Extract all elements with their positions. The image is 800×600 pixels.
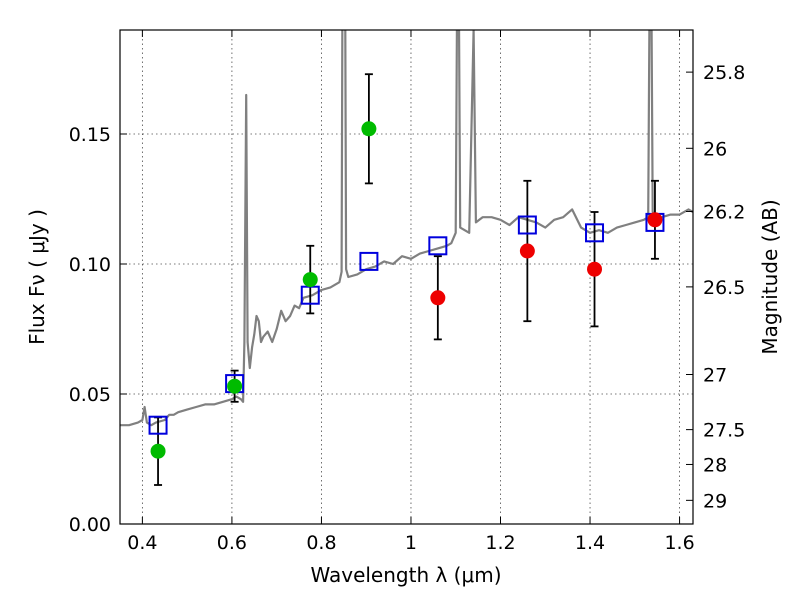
x-tick-label: 1.6: [664, 532, 694, 554]
observed-point-red: [519, 243, 535, 259]
model-photometry-square: [148, 415, 168, 435]
observed-point-red: [647, 212, 663, 228]
model-photometry-square: [428, 236, 448, 256]
axis-ticks: 0.4 0.6 0.8 1 1.2 1.4 1.6 0.00 0.05 0.10 0.15 25.8 2…: [69, 30, 745, 554]
mag-tick-label: 28: [703, 454, 727, 476]
observed-point-green: [361, 121, 377, 137]
model-spectrum-line: [120, 30, 693, 427]
y-tick-label: 0.15: [69, 124, 111, 146]
model-photometry-square: [517, 215, 537, 235]
plot-data: [120, 30, 693, 486]
x-tick-label: 1.4: [575, 532, 605, 554]
model-photometry-square: [585, 223, 605, 243]
y-tick-label: 0.00: [69, 514, 111, 536]
observed-point-red: [430, 290, 446, 306]
observed-point-green: [150, 443, 166, 459]
mag-tick-label: 27.5: [703, 420, 745, 442]
mag-tick-label: 26.5: [703, 277, 745, 299]
x-tick-label: 1.2: [485, 532, 515, 554]
mag-tick-label: 26.2: [703, 201, 745, 223]
x-tick-label: 1: [405, 532, 417, 554]
model-photometry-square: [359, 251, 379, 271]
x-tick-label: 0.4: [127, 532, 157, 554]
plot-frame: [119, 29, 694, 525]
observed-point-green: [227, 378, 243, 394]
x-tick-label: 0.6: [217, 532, 247, 554]
y2-axis-title: Magnitude (AB): [758, 199, 782, 354]
x-tick-label: 0.8: [306, 532, 336, 554]
observed-point-red: [587, 261, 603, 277]
mag-tick-label: 26: [703, 138, 727, 160]
observed-point-green: [302, 272, 318, 288]
mag-tick-label: 27: [703, 365, 727, 387]
y-tick-label: 0.05: [69, 384, 111, 406]
mag-tick-label: 25.8: [703, 62, 745, 84]
grid-lines: [120, 30, 693, 525]
y-tick-label: 0.10: [69, 254, 111, 276]
mag-tick-label: 29: [703, 490, 727, 512]
x-axis-title: Wavelength λ (μm): [310, 563, 501, 587]
y-axis-title: Flux Fν ( μJy ): [25, 209, 49, 345]
